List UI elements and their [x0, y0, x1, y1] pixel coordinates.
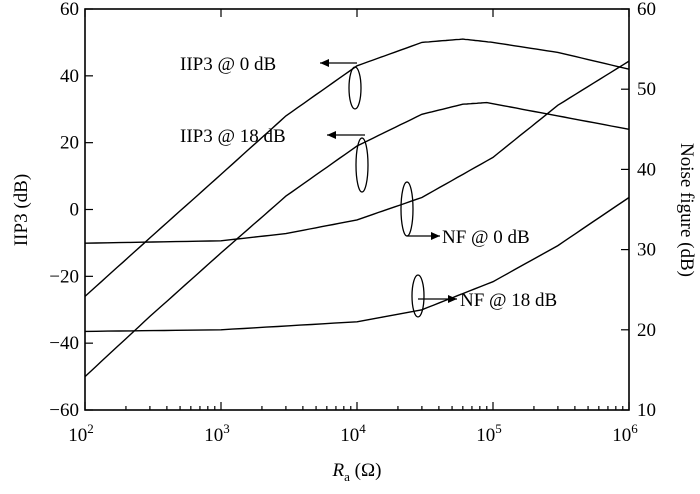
series-lines — [84, 38, 630, 378]
right-y-tick-label: 20 — [637, 320, 656, 341]
x-tick-exponent: 4 — [359, 421, 366, 436]
annotation-arrowhead — [320, 59, 329, 67]
annotation-label: IIP3 @ 0 dB — [180, 54, 276, 75]
left-y-tick-label: 60 — [60, 0, 79, 20]
left-y-axis-title: IIP3 (dB) — [11, 174, 32, 246]
left-y-tick-label: 0 — [70, 200, 80, 221]
right-y-axis-ticks: 60 50 40 30 20 10 — [621, 0, 656, 421]
annotation-ellipse — [348, 66, 362, 110]
series-line — [84, 38, 630, 297]
annotation-ellipse — [400, 181, 414, 237]
annotation-label: NF @ 18 dB — [460, 290, 557, 311]
series-line — [84, 60, 630, 244]
right-y-axis-title: Noise figure (dB) — [676, 143, 697, 277]
annotation-arrowhead — [448, 295, 457, 303]
x-tick-label: 103 — [204, 421, 230, 446]
annotation-arrowhead — [431, 232, 440, 240]
left-y-axis-ticks: 60 40 20 0 −20 −40 −60 — [49, 0, 93, 421]
left-y-tick-label: −40 — [49, 333, 79, 354]
x-tick-label: 102 — [68, 421, 94, 446]
x-axis-title-unit: (Ω) — [350, 460, 382, 481]
x-tick-base: 10 — [68, 425, 87, 446]
x-axis-title: Ra (Ω) — [332, 460, 382, 484]
annotation-arrowhead — [327, 131, 336, 139]
x-tick-label: 104 — [340, 421, 366, 446]
x-axis-ticks: 102 103 104 105 106 — [68, 9, 638, 446]
series-line — [84, 196, 630, 333]
x-tick-exponent: 3 — [223, 421, 230, 436]
x-axis-title-sub: a — [344, 469, 350, 484]
x-tick-exponent: 2 — [87, 421, 94, 436]
annotation-ellipse — [355, 137, 369, 193]
annotation-label: IIP3 @ 18 dB — [180, 126, 286, 147]
x-tick-base: 10 — [204, 425, 223, 446]
left-y-tick-label: −20 — [49, 266, 79, 287]
x-tick-label: 105 — [476, 421, 502, 446]
left-y-tick-label: 40 — [60, 66, 79, 87]
left-y-tick-label: −60 — [49, 400, 79, 421]
x-tick-exponent: 6 — [631, 421, 638, 436]
annotations: IIP3 @ 0 dB IIP3 @ 18 dB NF @ 0 dB NF @ 18 … — [180, 54, 557, 318]
right-y-tick-label: 30 — [637, 240, 656, 261]
annotation-ellipse — [411, 274, 425, 318]
left-y-tick-label: 20 — [60, 133, 79, 154]
right-y-tick-label: 40 — [637, 159, 656, 180]
x-tick-base: 10 — [612, 425, 631, 446]
x-tick-base: 10 — [476, 425, 495, 446]
x-tick-label: 106 — [612, 421, 638, 446]
x-tick-exponent: 5 — [495, 421, 502, 436]
x-axis-title-main: R — [332, 460, 345, 481]
annotation-label: NF @ 0 dB — [442, 227, 530, 248]
x-tick-base: 10 — [340, 425, 359, 446]
series-line — [84, 101, 630, 378]
right-y-tick-label: 10 — [637, 400, 656, 421]
right-y-tick-label: 60 — [637, 0, 656, 20]
right-y-tick-label: 50 — [637, 79, 656, 100]
